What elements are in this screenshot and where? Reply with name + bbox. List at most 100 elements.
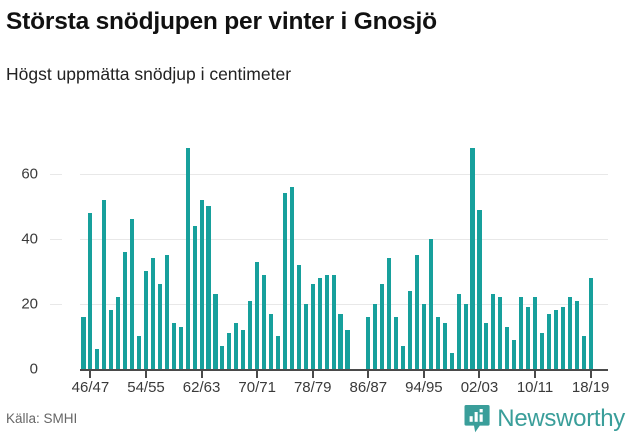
- y-axis-tick-label: 20: [21, 295, 38, 313]
- bar[interactable]: [512, 339, 517, 369]
- x-axis-tick: [534, 371, 537, 378]
- bar[interactable]: [477, 209, 482, 369]
- bar[interactable]: [275, 336, 281, 369]
- bar[interactable]: [185, 147, 190, 369]
- bar[interactable]: [206, 206, 211, 369]
- bar[interactable]: [484, 323, 489, 369]
- x-axis-tick: [589, 371, 592, 378]
- bar[interactable]: [150, 258, 155, 369]
- y-axis-labels: 0 20 40 60: [0, 140, 68, 378]
- bar[interactable]: [234, 323, 239, 369]
- bar[interactable]: [289, 186, 294, 369]
- bar[interactable]: [345, 329, 350, 369]
- bar[interactable]: [199, 199, 204, 369]
- bar[interactable]: [324, 274, 329, 369]
- bar[interactable]: [95, 349, 100, 369]
- x-axis-tick: [311, 371, 314, 378]
- bar[interactable]: [394, 316, 399, 369]
- bar[interactable]: [491, 294, 496, 369]
- bar[interactable]: [81, 316, 86, 369]
- x-axis-line: [80, 369, 608, 371]
- bar[interactable]: [331, 274, 336, 369]
- bar[interactable]: [456, 294, 461, 369]
- bar[interactable]: [137, 336, 142, 369]
- bar[interactable]: [310, 284, 315, 369]
- bar[interactable]: [262, 274, 267, 369]
- bar[interactable]: [428, 238, 433, 369]
- bar[interactable]: [414, 255, 419, 369]
- bar[interactable]: [526, 307, 531, 369]
- x-axis-tick-label: 54/55: [127, 379, 165, 396]
- bar[interactable]: [401, 346, 406, 369]
- x-axis-tick-label: 62/63: [182, 379, 221, 396]
- bar[interactable]: [123, 251, 128, 369]
- newsworthy-bar-chart-bubble-icon: [464, 405, 490, 433]
- bar[interactable]: [241, 329, 246, 369]
- page-subtitle: Högst uppmätta snödjup i centimeter: [6, 64, 292, 84]
- bar[interactable]: [470, 147, 475, 369]
- bar[interactable]: [560, 307, 565, 369]
- bar[interactable]: [220, 346, 225, 369]
- bar[interactable]: [317, 277, 322, 369]
- bar[interactable]: [255, 261, 260, 369]
- x-axis-tick-label: 78/79: [293, 379, 332, 396]
- bar[interactable]: [164, 255, 169, 369]
- bar[interactable]: [588, 277, 593, 369]
- bar[interactable]: [213, 294, 218, 369]
- bar[interactable]: [567, 297, 572, 369]
- bar[interactable]: [248, 300, 253, 369]
- bar[interactable]: [553, 310, 558, 369]
- bar[interactable]: [303, 303, 308, 369]
- bar[interactable]: [373, 303, 378, 369]
- bar[interactable]: [109, 310, 114, 369]
- x-axis-tick-label: 46/47: [71, 379, 110, 396]
- newsworthy-logo: Newsworthy: [464, 404, 625, 434]
- y-axis-tick-label: 60: [21, 165, 38, 183]
- bar[interactable]: [519, 297, 524, 369]
- bar[interactable]: [338, 313, 343, 369]
- x-axis-tick-label: 02/03: [460, 379, 499, 396]
- bar[interactable]: [421, 303, 426, 369]
- bar[interactable]: [116, 297, 121, 369]
- gridline-lead: [50, 173, 62, 175]
- y-axis-tick-label: 0: [29, 360, 38, 378]
- bar[interactable]: [533, 297, 538, 369]
- bar[interactable]: [102, 199, 107, 369]
- plot-area: [80, 140, 608, 369]
- source-note: Källa: SMHI: [6, 411, 78, 426]
- bar[interactable]: [539, 333, 545, 369]
- bar[interactable]: [282, 193, 287, 369]
- bar[interactable]: [192, 225, 197, 369]
- bar[interactable]: [463, 303, 468, 369]
- x-axis-tick: [367, 371, 370, 378]
- bar[interactable]: [171, 323, 176, 369]
- bar[interactable]: [380, 284, 385, 369]
- bar[interactable]: [157, 284, 162, 369]
- x-axis-tick: [256, 371, 259, 378]
- bar[interactable]: [227, 333, 232, 369]
- bar[interactable]: [387, 258, 392, 369]
- bar[interactable]: [442, 323, 447, 369]
- x-axis-tick: [145, 371, 147, 378]
- gridline: [80, 238, 608, 240]
- bar[interactable]: [435, 316, 440, 369]
- x-axis-tick-label: 94/95: [405, 379, 443, 396]
- bar[interactable]: [296, 264, 301, 369]
- bar[interactable]: [130, 219, 135, 369]
- x-axis-tick-label: 10/11: [516, 379, 554, 396]
- bar[interactable]: [505, 326, 510, 369]
- bar[interactable]: [574, 300, 579, 369]
- y-axis-tick-label: 40: [21, 230, 38, 248]
- bar[interactable]: [449, 352, 454, 369]
- bar[interactable]: [269, 313, 274, 369]
- x-axis-tick-label: 86/87: [349, 379, 388, 396]
- bar[interactable]: [143, 271, 149, 369]
- gridline: [80, 173, 608, 175]
- bar[interactable]: [88, 212, 93, 369]
- bar[interactable]: [178, 326, 183, 369]
- bar[interactable]: [581, 336, 586, 369]
- bar[interactable]: [498, 297, 503, 369]
- bar[interactable]: [546, 313, 551, 369]
- bar[interactable]: [366, 316, 371, 369]
- bar[interactable]: [407, 290, 413, 369]
